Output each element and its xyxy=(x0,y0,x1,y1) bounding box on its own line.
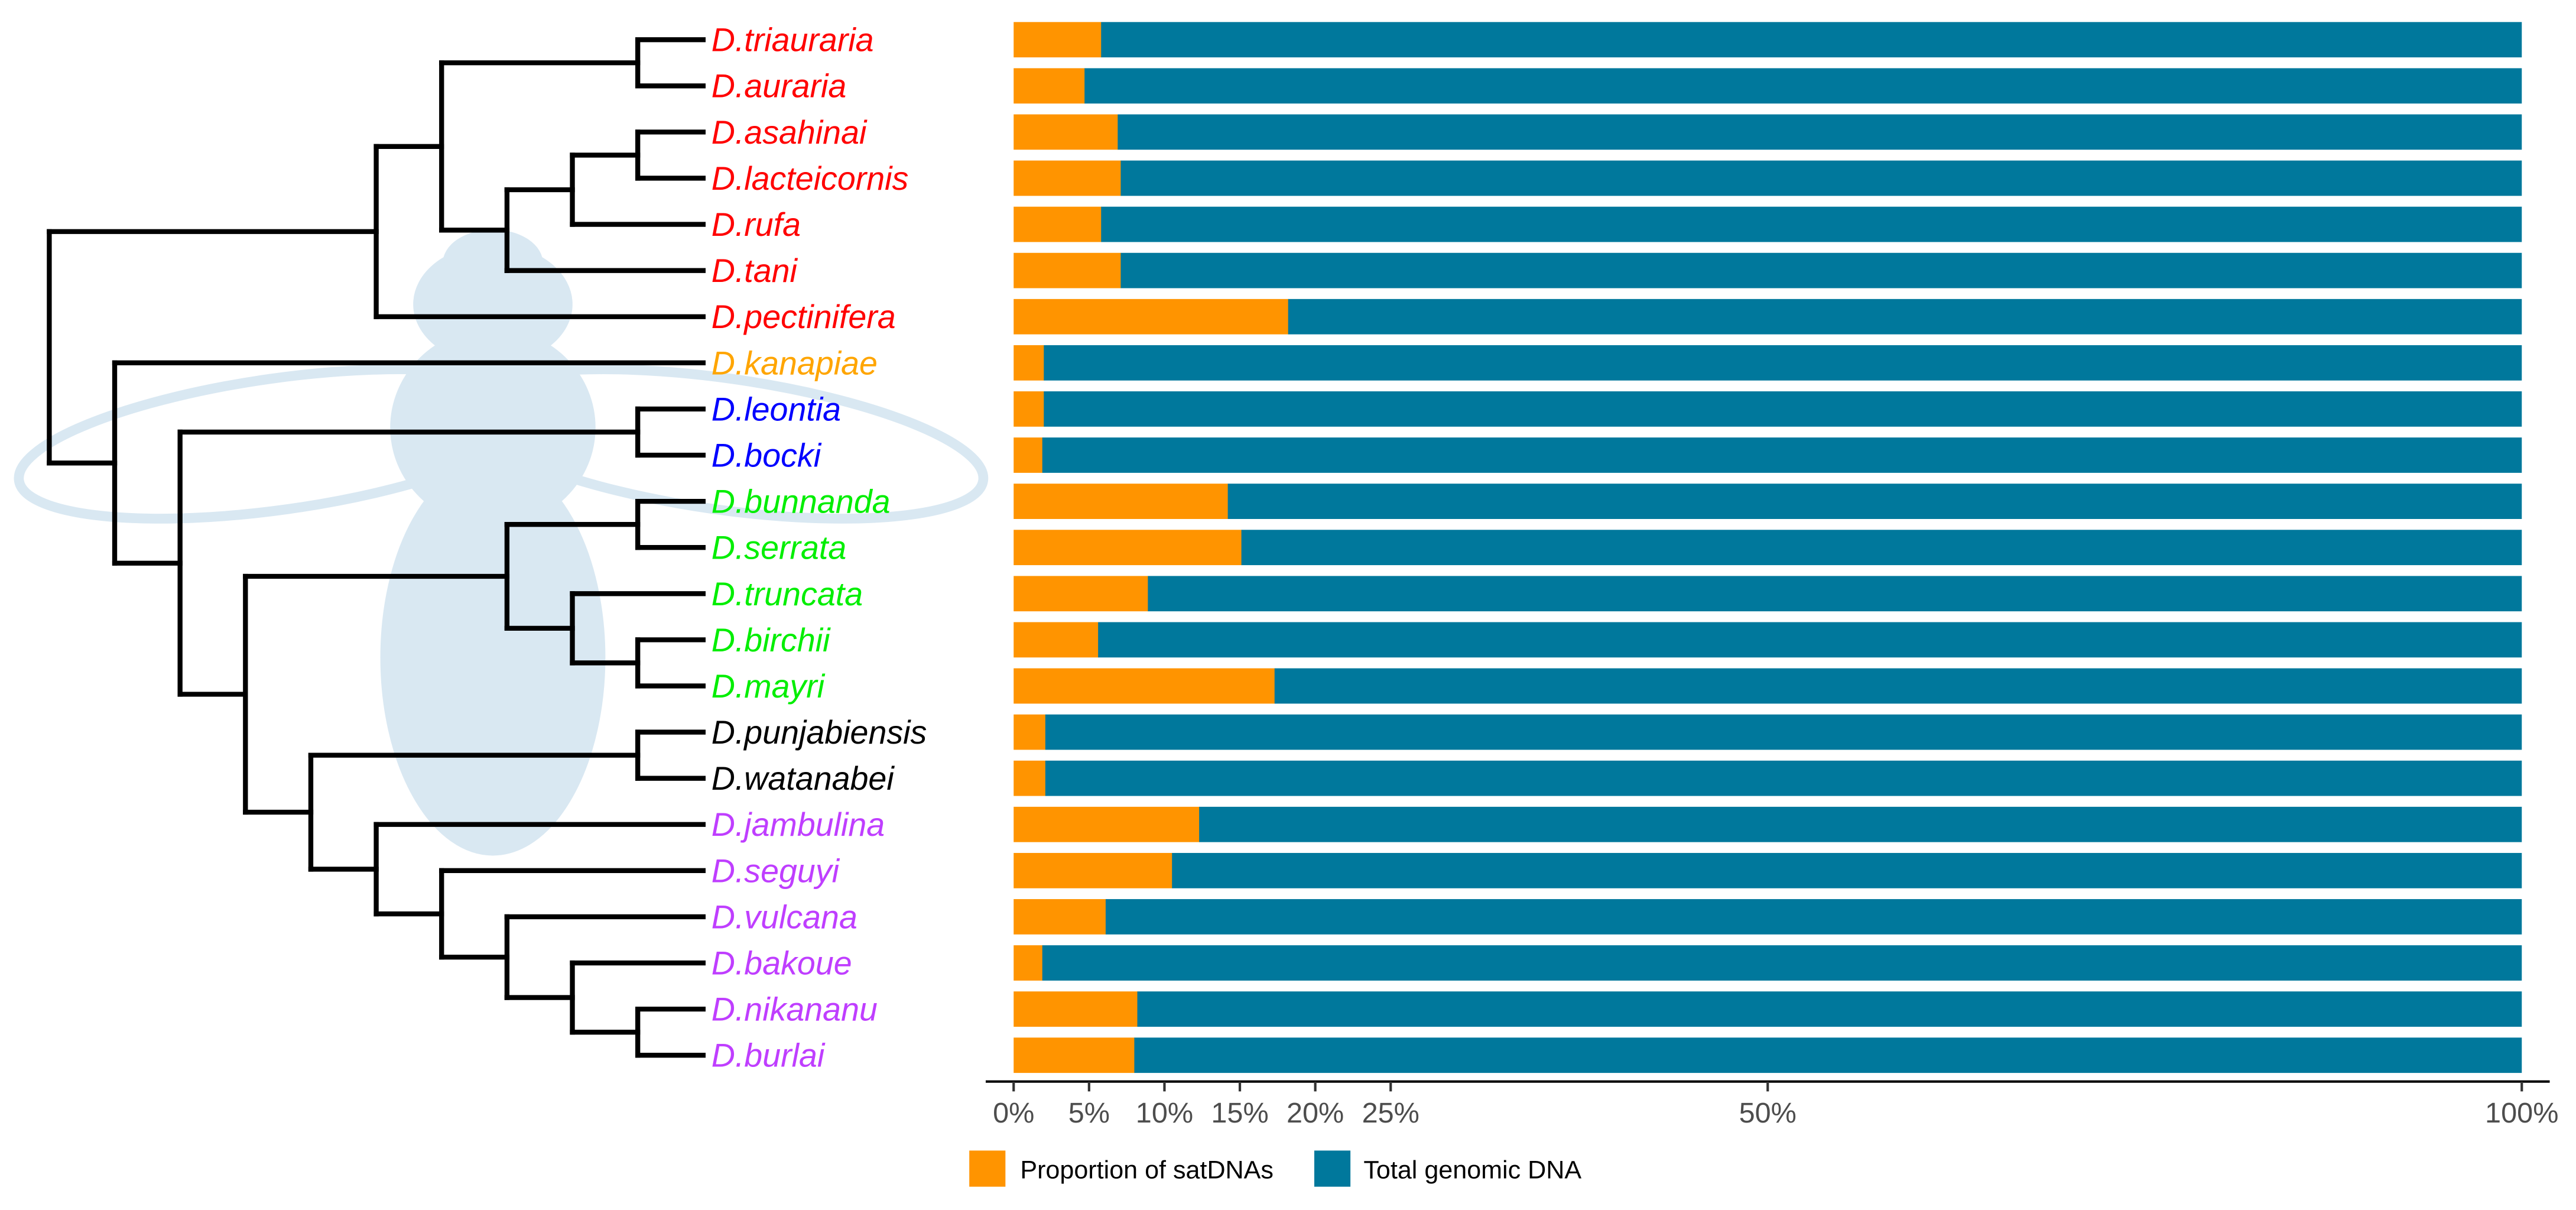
legend-swatch-satdna xyxy=(969,1150,1006,1187)
bar-satdna xyxy=(1013,668,1275,704)
bar-genomic xyxy=(1084,68,2522,104)
bar-genomic xyxy=(1137,991,2522,1027)
bar-satdna xyxy=(1013,299,1289,335)
x-axis: 0% 5% 10% 15% 20% 25% 50% 100% xyxy=(985,1080,2558,1129)
species-label: D.birchii xyxy=(712,622,831,658)
bar-satdna xyxy=(1013,68,1086,104)
species-label: D.bakoue xyxy=(712,945,852,981)
species-label: D.leontia xyxy=(712,391,841,427)
bar-genomic xyxy=(1042,945,2522,981)
species-label: D.kanapiae xyxy=(712,345,878,381)
bars xyxy=(1013,22,2522,1073)
species-label: D.vulcana xyxy=(712,898,857,935)
bar-genomic xyxy=(1045,760,2522,796)
bar-genomic xyxy=(1118,114,2522,150)
bar-satdna xyxy=(1013,484,1229,519)
bar-genomic xyxy=(1172,852,2522,888)
x-tick-label: 25% xyxy=(1362,1097,1419,1129)
x-tick-label: 100% xyxy=(2485,1097,2558,1129)
legend-swatch-genomic xyxy=(1314,1150,1351,1187)
species-label: D.rufa xyxy=(712,206,801,243)
bar-genomic xyxy=(1148,576,2522,612)
bar-satdna xyxy=(1013,806,1200,842)
species-label: D.bunnanda xyxy=(712,484,891,520)
x-tick-label: 5% xyxy=(1068,1097,1110,1129)
bar-satdna xyxy=(1013,114,1119,150)
bar-genomic xyxy=(1134,1037,2522,1073)
bar-satdna xyxy=(1013,760,1046,796)
species-label: D.tani xyxy=(712,252,798,289)
bar-genomic xyxy=(1101,22,2522,58)
bar-satdna xyxy=(1013,530,1242,566)
species-label: D.asahinai xyxy=(712,114,868,151)
bar-satdna xyxy=(1013,576,1149,612)
bar-genomic xyxy=(1044,345,2522,381)
species-label: D.pectinifera xyxy=(712,299,896,335)
bar-satdna xyxy=(1013,206,1102,242)
x-tick-label: 10% xyxy=(1136,1097,1193,1129)
x-tick-label: 20% xyxy=(1287,1097,1344,1129)
x-tick-label: 15% xyxy=(1211,1097,1268,1129)
phylogenetic-tree xyxy=(47,37,706,1058)
species-label: D.serrata xyxy=(712,530,847,566)
bar-satdna xyxy=(1013,991,1138,1027)
bar-genomic xyxy=(1098,622,2522,658)
species-label: D.jambulina xyxy=(712,806,885,843)
species-labels: D.triauraria D.auraria D.asahinai D.lacteic… xyxy=(712,22,927,1074)
species-label: D.lacteicornis xyxy=(712,160,909,197)
legend-label-satdna: Proportion of satDNAs xyxy=(1020,1156,1274,1185)
species-label: D.seguyi xyxy=(712,852,840,889)
species-label: D.triauraria xyxy=(712,22,874,59)
bar-satdna xyxy=(1013,852,1173,888)
bar-satdna xyxy=(1013,391,1045,427)
bar-genomic xyxy=(1101,206,2522,242)
bar-genomic xyxy=(1120,160,2522,196)
bar-satdna xyxy=(1013,714,1046,750)
species-label: D.burlai xyxy=(712,1037,826,1074)
species-label: D.truncata xyxy=(712,576,863,612)
bar-satdna xyxy=(1013,345,1045,381)
legend-label-genomic: Total genomic DNA xyxy=(1363,1156,1581,1185)
bar-satdna xyxy=(1013,22,1102,58)
bar-genomic xyxy=(1227,484,2522,519)
species-label: D.bocki xyxy=(712,437,822,473)
bar-genomic xyxy=(1288,299,2522,335)
bar-genomic xyxy=(1044,391,2522,427)
x-tick-label: 0% xyxy=(993,1097,1034,1129)
species-label: D.auraria xyxy=(712,68,847,105)
bar-satdna xyxy=(1013,899,1106,935)
bar-genomic xyxy=(1120,252,2522,288)
species-label: D.watanabei xyxy=(712,760,895,797)
species-label: D.punjabiensis xyxy=(712,714,927,751)
legend: Proportion of satDNAs Total genomic DNA xyxy=(969,1150,1581,1187)
species-label: D.mayri xyxy=(712,668,826,705)
bar-genomic xyxy=(1241,530,2522,566)
bar-satdna xyxy=(1013,437,1043,473)
bar-genomic xyxy=(1045,714,2522,750)
species-label: D.nikananu xyxy=(712,991,878,1028)
bar-genomic xyxy=(1199,806,2522,842)
bar-satdna xyxy=(1013,1037,1135,1073)
bar-satdna xyxy=(1013,252,1122,288)
bar-genomic xyxy=(1105,899,2522,935)
bar-satdna xyxy=(1013,945,1043,981)
bar-satdna xyxy=(1013,622,1099,658)
bar-satdna xyxy=(1013,160,1122,196)
bar-genomic xyxy=(1042,437,2522,473)
x-tick-label: 50% xyxy=(1739,1097,1797,1129)
bar-genomic xyxy=(1274,668,2522,704)
